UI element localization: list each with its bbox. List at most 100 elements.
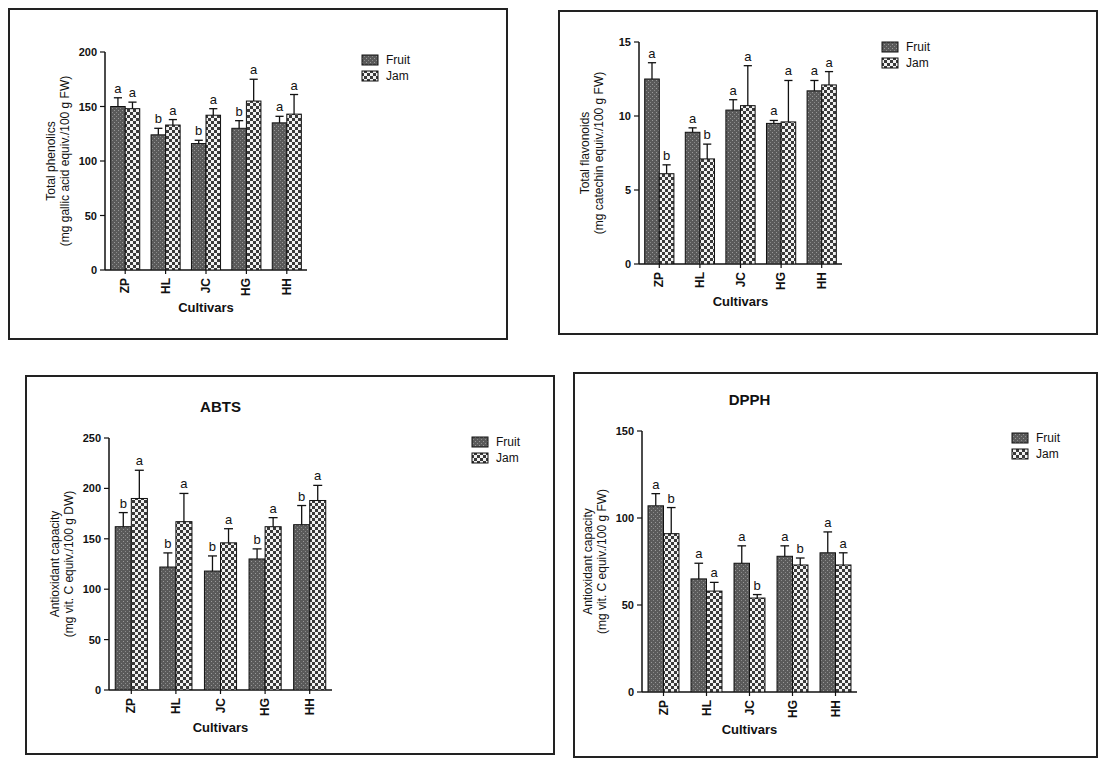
y-tick xyxy=(104,437,109,438)
legend-swatch xyxy=(1012,433,1028,443)
significance-letter: a xyxy=(730,83,738,98)
bar xyxy=(232,128,247,270)
error-bar xyxy=(770,120,778,123)
error-bar xyxy=(119,513,128,527)
bar xyxy=(115,527,131,690)
significance-letter: a xyxy=(689,111,697,126)
error-bar xyxy=(753,595,762,598)
bar xyxy=(820,553,835,692)
error-bar xyxy=(780,546,789,556)
significance-letter: a xyxy=(811,63,819,78)
x-tick xyxy=(125,270,126,274)
x-tick-label: JC xyxy=(214,698,228,714)
error-bar xyxy=(235,121,243,129)
error-bar xyxy=(128,102,136,109)
bar xyxy=(272,123,287,270)
bar xyxy=(691,579,706,692)
error-bar xyxy=(209,109,217,116)
bar xyxy=(249,559,265,690)
legend-swatch xyxy=(882,58,898,68)
error-bar xyxy=(825,72,833,85)
y-axis-label: Antioxidant capacity xyxy=(48,511,62,618)
bar xyxy=(206,115,221,270)
x-tick xyxy=(749,692,750,696)
x-tick xyxy=(265,690,266,694)
bar xyxy=(781,122,796,264)
legend-swatch xyxy=(362,71,378,81)
chart-svg: 051015Total flavonoids(mg catechin equiv… xyxy=(560,12,1096,333)
y-axis-label: (mg catechin equiv./100 g FW) xyxy=(592,72,606,235)
error-bar xyxy=(195,140,203,143)
x-tick-label: HG xyxy=(239,278,253,296)
significance-letter: b xyxy=(209,539,216,554)
bar xyxy=(685,132,700,264)
legend-label: Fruit xyxy=(1036,431,1061,445)
significance-letter: b xyxy=(298,489,305,504)
significance-letter: a xyxy=(210,92,218,107)
x-tick xyxy=(659,264,660,268)
x-tick xyxy=(205,270,206,274)
bar xyxy=(287,114,302,270)
y-tick xyxy=(634,263,639,264)
bar xyxy=(176,522,192,690)
significance-letter: a xyxy=(738,529,746,544)
error-bar xyxy=(297,506,306,525)
y-tick-label: 0 xyxy=(91,264,97,276)
bar xyxy=(766,123,781,264)
y-tick-label: 0 xyxy=(95,684,101,696)
bar xyxy=(664,534,679,692)
y-axis-label: (mg gallic acid equiv./100 g FW) xyxy=(58,76,72,247)
y-tick xyxy=(634,115,639,116)
y-tick xyxy=(104,589,109,590)
bar xyxy=(707,591,722,692)
error-bar xyxy=(275,116,283,123)
error-bar xyxy=(224,529,233,543)
bar xyxy=(166,125,181,270)
x-tick xyxy=(740,264,741,268)
error-bar xyxy=(179,493,188,521)
x-tick xyxy=(286,270,287,274)
x-tick-label: HL xyxy=(700,700,714,716)
y-tick-label: 200 xyxy=(83,482,101,494)
y-tick xyxy=(100,106,105,107)
significance-letter: a xyxy=(250,62,258,77)
x-tick xyxy=(706,692,707,696)
error-bar xyxy=(169,120,177,125)
x-tick xyxy=(663,692,664,696)
chart-panel: DPPH050100150Antioxidant capacity(mg vit… xyxy=(573,372,1098,758)
y-tick-label: 100 xyxy=(616,512,634,524)
significance-letter: a xyxy=(648,46,656,61)
error-bar xyxy=(250,79,258,101)
y-tick-label: 50 xyxy=(85,210,97,222)
legend-label: Fruit xyxy=(496,435,521,449)
y-axis-label: Total flavonoids xyxy=(578,112,592,195)
error-bar xyxy=(313,485,322,500)
y-axis xyxy=(638,42,640,264)
error-bar xyxy=(648,63,656,79)
x-tick-label: ZP xyxy=(652,272,666,287)
y-tick-label: 150 xyxy=(79,101,97,113)
y-tick-label: 0 xyxy=(628,686,634,698)
bar xyxy=(700,159,715,264)
error-bar xyxy=(269,518,278,527)
x-tick-label: HH xyxy=(280,278,294,295)
x-tick-label: JC xyxy=(199,278,213,294)
x-tick-label: HL xyxy=(693,272,707,288)
bar xyxy=(310,500,326,690)
bar xyxy=(741,106,756,264)
bar xyxy=(659,174,674,264)
chart-panel: ABTS050100150200250Antioxidant capacity(… xyxy=(25,375,555,755)
bar xyxy=(221,543,237,690)
bar xyxy=(734,563,749,692)
error-bar xyxy=(710,582,719,591)
bar xyxy=(822,85,837,264)
bar xyxy=(131,498,147,690)
significance-letter: b xyxy=(253,532,260,547)
bar xyxy=(191,144,206,270)
y-tick xyxy=(634,189,639,190)
x-tick xyxy=(175,690,176,694)
x-tick-label: ZP xyxy=(118,278,132,293)
y-tick-label: 200 xyxy=(79,46,97,58)
y-tick xyxy=(100,160,105,161)
x-tick xyxy=(131,690,132,694)
